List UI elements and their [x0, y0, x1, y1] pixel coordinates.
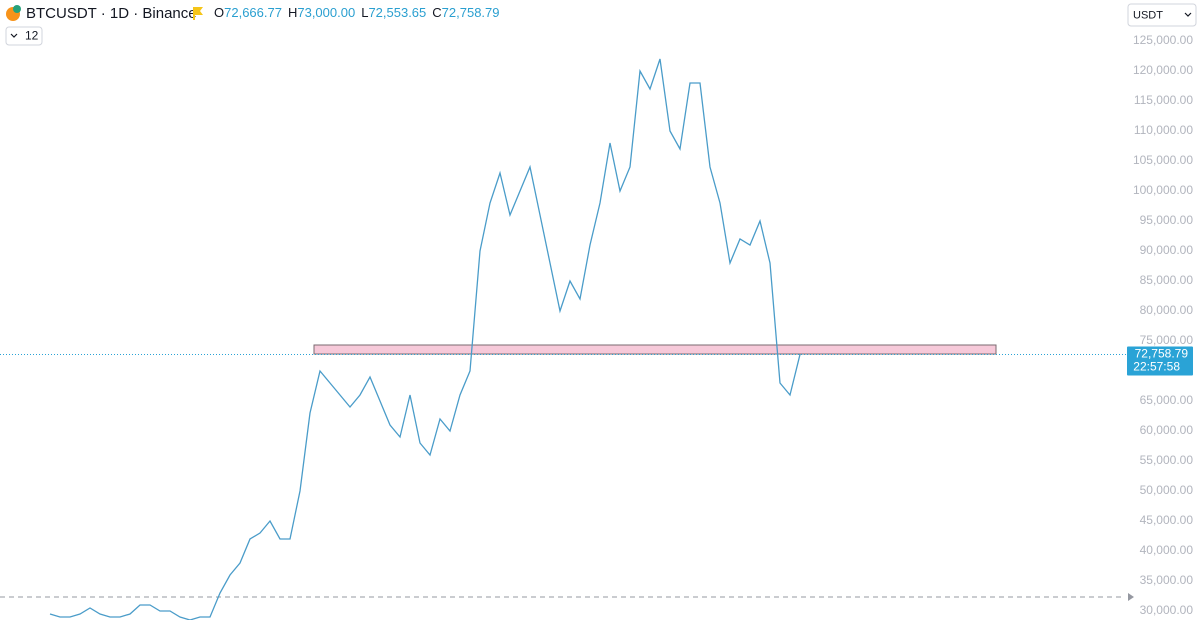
last-price-label: 72,758.79: [1135, 347, 1189, 361]
last-price-box: [1127, 346, 1193, 376]
interval-dropdown[interactable]: 12: [5, 26, 43, 46]
y-tick-label: 95,000.00: [1140, 213, 1194, 227]
y-tick-label: 100,000.00: [1133, 183, 1193, 197]
symbol-icon: [6, 5, 21, 21]
y-tick-label: 45,000.00: [1140, 513, 1194, 527]
y-tick-label: 120,000.00: [1133, 63, 1193, 77]
flag-icon: [193, 7, 203, 20]
ohlc-key: H: [288, 5, 297, 20]
y-tick-label: 65,000.00: [1140, 393, 1194, 407]
y-tick-label: 110,000.00: [1134, 123, 1193, 137]
scroll-arrow[interactable]: [1128, 593, 1134, 601]
countdown: 22:57:58: [1133, 360, 1180, 374]
y-tick-label: 125,000.00: [1133, 33, 1193, 47]
y-tick-label: 30,000.00: [1140, 603, 1194, 617]
ohlc-key: L: [361, 5, 368, 20]
y-tick-label: 55,000.00: [1140, 453, 1194, 467]
y-tick-label: 35,000.00: [1140, 573, 1194, 587]
ohlc-key: O: [214, 5, 224, 20]
y-tick-label: 40,000.00: [1140, 543, 1194, 557]
y-tick-label: 60,000.00: [1140, 423, 1194, 437]
y-tick-label: 115,000.00: [1134, 93, 1193, 107]
y-tick-label: 80,000.00: [1140, 303, 1194, 317]
y-tick-label: 50,000.00: [1140, 483, 1194, 497]
y-tick-label: 105,000.00: [1133, 153, 1193, 167]
ohlc-key: C: [432, 5, 441, 20]
ohlc-value: 72,553.65: [368, 5, 426, 20]
ohlc-value: 72,758.79: [442, 5, 500, 20]
chart-title: BTCUSDT · 1D · Binance: [26, 5, 197, 22]
y-tick-label: 85,000.00: [1140, 273, 1194, 287]
price-zone: [313, 344, 997, 355]
currency-dropdown[interactable]: USDT: [1127, 3, 1197, 27]
ohlc-legend: O72,666.77 H73,000.00 L72,553.65 C72,758.79: [214, 5, 500, 20]
currency[interactable]: USDT: [1133, 9, 1163, 21]
y-tick-label: 90,000.00: [1140, 243, 1194, 257]
price-line: [49, 58, 801, 620]
y-tick-label: 75,000.00: [1140, 333, 1194, 347]
ohlc-value: 73,000.00: [297, 5, 355, 20]
interval-count[interactable]: 12: [25, 29, 39, 43]
ohlc-value: 72,666.77: [224, 5, 282, 20]
